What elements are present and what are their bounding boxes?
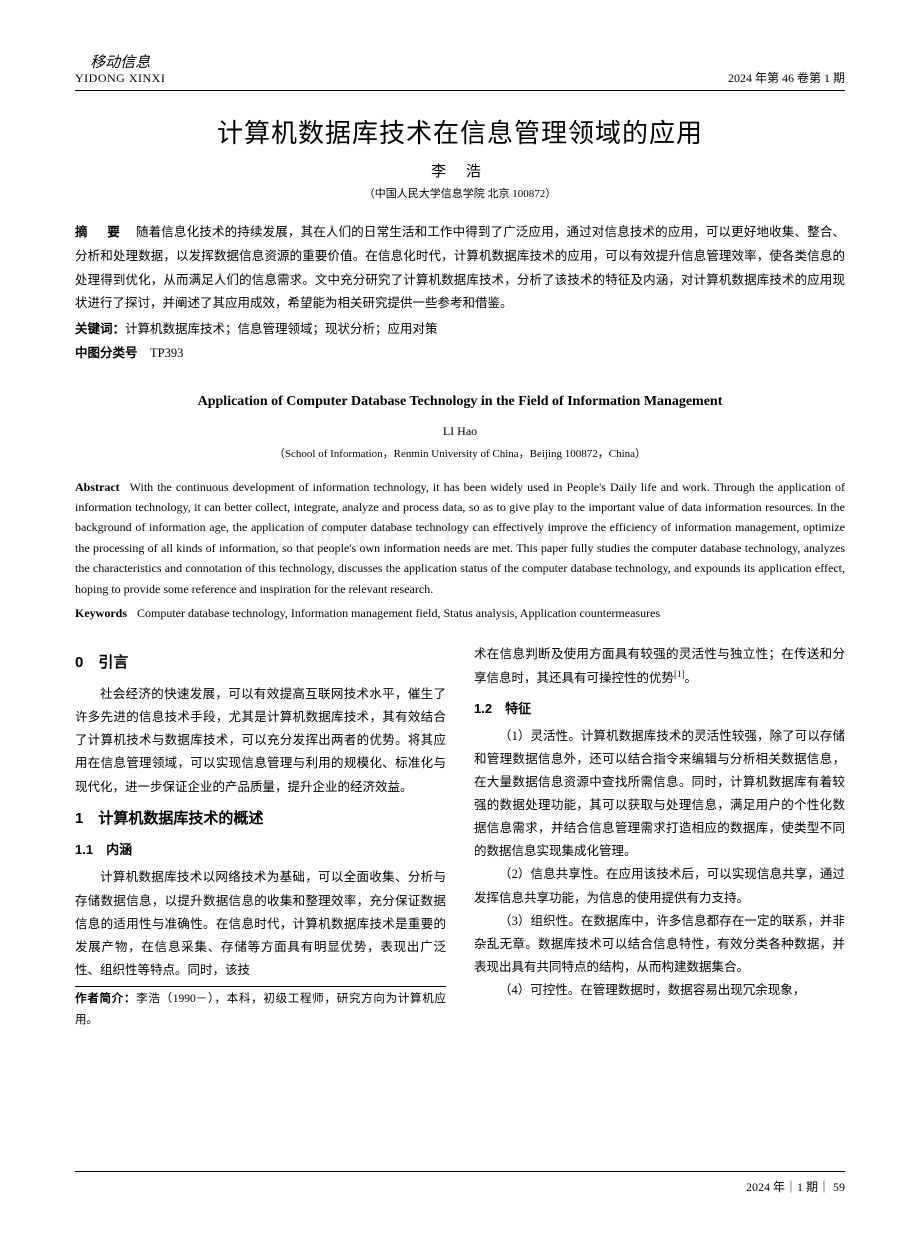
keywords-cn-label: 关键词： xyxy=(75,322,125,336)
section-1-2-heading: 1.2 特征 xyxy=(474,697,845,721)
clc-label: 中图分类号 xyxy=(75,346,138,360)
keywords-cn: 关键词：计算机数据库技术；信息管理领域；现状分析；应用对策 xyxy=(75,318,845,342)
abstract-en-label: Abstract xyxy=(75,480,120,494)
keywords-en-text: Computer database technology, Informatio… xyxy=(137,606,660,620)
journal-name-cn: 移动信息 xyxy=(75,55,165,72)
author-bio-label: 作者简介： xyxy=(75,993,136,1005)
section-1-2-para-3: （3）组织性。在数据库中，许多信息都存在一定的联系，并非杂乱无章。数据库技术可以… xyxy=(474,910,845,979)
issue-info: 2024 年第 46 卷第 1 期 xyxy=(728,69,845,86)
abstract-cn-text: 随着信息化技术的持续发展，其在人们的日常生活和工作中得到了广泛应用，通过对信息技… xyxy=(75,225,845,310)
right-column: 术在信息判断及使用方面具有较强的灵活性与独立性；在传送和分享信息时，其还具有可操… xyxy=(474,643,845,1031)
affiliation-cn: （中国人民大学信息学院 北京 100872） xyxy=(75,185,845,201)
author-bio: 作者简介：李浩（1990－），本科，初级工程师，研究方向为计算机应用。 xyxy=(75,986,446,1032)
body-columns: 0 引言 社会经济的快速发展，可以有效提高互联网技术水平，催生了许多先进的信息技… xyxy=(75,643,845,1031)
keywords-cn-text: 计算机数据库技术；信息管理领域；现状分析；应用对策 xyxy=(125,322,438,336)
keywords-en-label: Keywords xyxy=(75,606,127,620)
abstract-en: AbstractWith the continuous development … xyxy=(75,477,845,599)
keywords-en: Keywords Computer database technology, In… xyxy=(75,603,845,623)
author-en: LI Hao xyxy=(75,424,845,439)
article-title-en: Application of Computer Database Technol… xyxy=(75,394,845,410)
abstract-en-text: With the continuous development of infor… xyxy=(75,480,845,596)
abstract-cn: 摘 要随着信息化技术的持续发展，其在人们的日常生活和工作中得到了广泛应用，通过对… xyxy=(75,221,845,316)
section-0-heading: 0 引言 xyxy=(75,649,446,677)
left-column: 0 引言 社会经济的快速发展，可以有效提高互联网技术水平，催生了许多先进的信息技… xyxy=(75,643,446,1031)
citation-1: [1] xyxy=(674,669,685,679)
affiliation-en: （School of Information，Renmin University… xyxy=(75,445,845,461)
clc-number: 中图分类号 TP393 xyxy=(75,342,845,366)
section-1-2-para-2: （2）信息共享性。在应用该技术后，可以实现信息共享，通过发挥信息共享功能，为信息… xyxy=(474,863,845,909)
continuation-para: 术在信息判断及使用方面具有较强的灵活性与独立性；在传送和分享信息时，其还具有可操… xyxy=(474,643,845,690)
journal-name-pinyin: YIDONG XINXI xyxy=(75,72,165,86)
page-header: 移动信息 YIDONG XINXI 2024 年第 46 卷第 1 期 xyxy=(75,55,845,91)
section-1-2-para-1: （1）灵活性。计算机数据库技术的灵活性较强，除了可以存储和管理数据信息外，还可以… xyxy=(474,725,845,864)
clc-text: TP393 xyxy=(150,346,183,360)
section-1-1-para-1: 计算机数据库技术以网络技术为基础，可以全面收集、分析与存储数据信息，以提升数据信… xyxy=(75,866,446,982)
section-1-heading: 1 计算机数据库技术的概述 xyxy=(75,805,446,833)
author-cn: 李 浩 xyxy=(75,160,845,181)
section-1-2-para-4: （4）可控性。在管理数据时，数据容易出现冗余现象， xyxy=(474,979,845,1002)
section-1-1-heading: 1.1 内涵 xyxy=(75,838,446,862)
journal-name-block: 移动信息 YIDONG XINXI xyxy=(75,55,165,86)
abstract-cn-label: 摘 要 xyxy=(75,225,128,239)
section-0-para-1: 社会经济的快速发展，可以有效提高互联网技术水平，催生了许多先进的信息技术手段，尤… xyxy=(75,683,446,799)
article-title-cn: 计算机数据库技术在信息管理领域的应用 xyxy=(75,113,845,150)
page-footer: 2024 年｜1 期｜ 59 xyxy=(75,1171,845,1195)
